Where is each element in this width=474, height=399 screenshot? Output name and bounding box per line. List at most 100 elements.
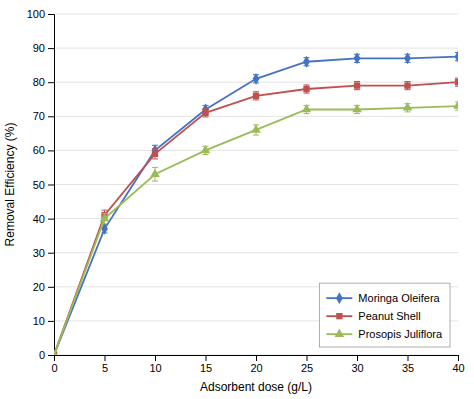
- x-tick-label: 25: [301, 362, 313, 374]
- legend-item: Moringa Oleifera: [326, 292, 440, 304]
- y-tick-label: 40: [33, 213, 45, 225]
- y-tick-label: 0: [39, 349, 45, 361]
- legend-swatch-marker: [336, 313, 342, 319]
- point: [303, 86, 309, 92]
- y-tick-label: 90: [33, 42, 45, 54]
- y-tick: 40: [33, 213, 54, 225]
- x-axis-title: Adsorbent dose (g/L): [200, 380, 312, 394]
- legend-swatch-marker: [335, 329, 345, 337]
- y-tick: 90: [33, 42, 54, 54]
- x-tick: 25: [301, 355, 313, 374]
- y-grid: [54, 14, 458, 355]
- error-bar-cap: [455, 110, 458, 111]
- point: [352, 104, 362, 112]
- x-axis-line: [55, 356, 459, 362]
- point: [100, 213, 110, 221]
- x-tick: 0: [51, 355, 57, 374]
- legend-item: Prosopis Juliflora: [326, 328, 443, 340]
- y-tick-mark: [48, 150, 54, 151]
- series-line: [54, 106, 458, 355]
- y-tick-mark: [48, 355, 54, 356]
- x-tick: 20: [250, 355, 262, 374]
- series-layer: [54, 51, 458, 355]
- y-grid-line: [54, 48, 458, 49]
- point: [302, 104, 312, 112]
- y-tick: 20: [33, 281, 54, 293]
- error-bar-cap: [152, 158, 158, 159]
- point: [201, 145, 211, 153]
- x-axis: 0510152025303540: [51, 355, 464, 374]
- point: [253, 93, 259, 99]
- x-tick-mark: [458, 355, 459, 361]
- y-tick-mark: [48, 219, 54, 220]
- error-bar-cap: [152, 148, 158, 149]
- y-grid-line: [54, 184, 458, 185]
- x-tick: 40: [452, 355, 464, 374]
- legend-label: Moringa Oleifera: [358, 292, 440, 304]
- legend-item: Peanut Shell: [326, 310, 420, 322]
- error-bar-cap: [102, 223, 108, 224]
- error-bar-cap: [455, 78, 458, 79]
- series-line: [54, 82, 458, 355]
- y-tick-mark: [48, 253, 54, 254]
- x-tick-mark: [357, 355, 358, 361]
- error-bar: [152, 149, 158, 159]
- y-tick-mark: [48, 321, 54, 322]
- y-grid-line: [54, 218, 458, 219]
- y-tick: 30: [33, 247, 54, 259]
- x-tick-label: 20: [250, 362, 262, 374]
- y-tick-label: 20: [33, 281, 45, 293]
- x-tick-label: 10: [149, 362, 161, 374]
- error-bar: [304, 85, 310, 93]
- error-bar: [354, 82, 360, 90]
- y-tick-mark: [48, 48, 54, 49]
- point: [152, 151, 158, 157]
- y-grid-line: [54, 116, 458, 117]
- error-bar-cap: [203, 154, 209, 155]
- error-bar: [405, 82, 411, 90]
- error-bar-cap: [405, 111, 411, 112]
- y-axis-line: [48, 15, 55, 356]
- x-tick: 15: [200, 355, 212, 374]
- point: [202, 110, 208, 116]
- point: [251, 124, 261, 132]
- error-bar-cap: [203, 116, 209, 117]
- y-tick: 0: [39, 349, 54, 361]
- error-bar-cap: [102, 210, 108, 211]
- x-tick: 5: [102, 355, 108, 374]
- legend-label: Prosopis Juliflora: [358, 328, 443, 340]
- y-tick: 70: [33, 110, 54, 122]
- point: [54, 349, 59, 355]
- error-bar-cap: [253, 135, 259, 136]
- y-tick: 60: [33, 144, 54, 156]
- series: [54, 101, 458, 355]
- y-tick-mark: [48, 185, 54, 186]
- y-tick-label: 10: [33, 315, 45, 327]
- x-tick-mark: [206, 355, 207, 361]
- y-tick-mark: [48, 116, 54, 117]
- error-bar: [455, 78, 458, 86]
- x-tick-label: 15: [200, 362, 212, 374]
- point: [404, 82, 410, 88]
- error-bar-cap: [354, 89, 360, 90]
- x-tick-mark: [256, 355, 257, 361]
- y-tick-label: 100: [27, 8, 45, 20]
- error-bar: [203, 109, 209, 117]
- point: [354, 82, 360, 88]
- x-tick-mark: [105, 355, 106, 361]
- point: [150, 169, 160, 177]
- point: [303, 56, 310, 68]
- y-tick: 50: [33, 179, 54, 191]
- error-bar-cap: [253, 99, 259, 100]
- error-bar-cap: [304, 113, 310, 114]
- legend: Moringa Oleifera Peanut Shell Prosopis Jul…: [319, 283, 450, 347]
- y-tick-label: 50: [33, 179, 45, 191]
- x-tick: 35: [402, 355, 414, 374]
- y-tick: 80: [33, 76, 54, 88]
- error-bar-cap: [405, 81, 411, 82]
- point: [253, 73, 260, 85]
- y-tick: 10: [33, 315, 54, 327]
- point: [354, 52, 361, 64]
- point: [453, 101, 458, 109]
- legend-box: [319, 283, 450, 347]
